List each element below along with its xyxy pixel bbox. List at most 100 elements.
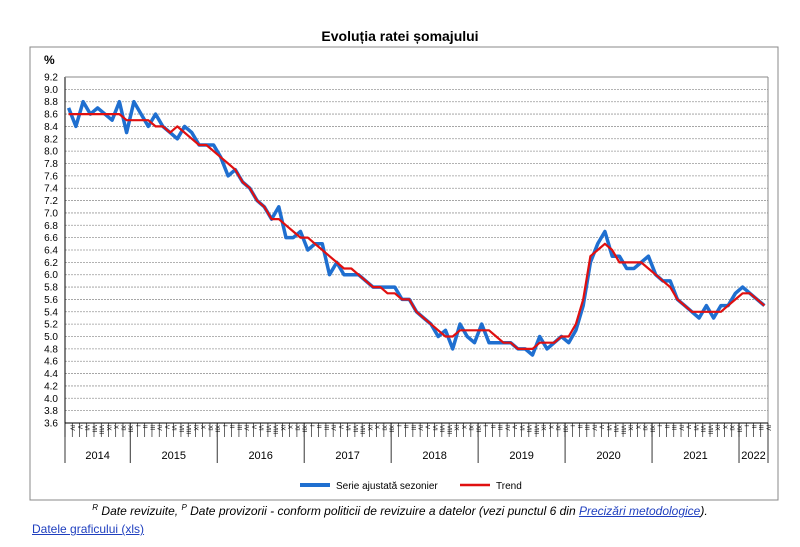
month-label: IX xyxy=(105,425,111,431)
month-label: VIII xyxy=(98,425,104,434)
methodology-link[interactable]: Precizări metodologice xyxy=(578,504,701,518)
month-label: IV xyxy=(764,425,770,431)
year-label: 2021 xyxy=(683,450,707,462)
revised-text: Date revizuite, xyxy=(98,504,182,518)
month-label: X xyxy=(199,425,205,429)
month-label: I xyxy=(308,425,314,427)
month-label: VIII xyxy=(185,425,191,434)
y-tick-label: 6.0 xyxy=(44,270,58,281)
month-label: VIII xyxy=(445,425,451,434)
y-tick-label: 4.8 xyxy=(44,344,58,355)
month-label: VI xyxy=(431,425,437,431)
month-label: II xyxy=(228,425,234,429)
month-label: XII xyxy=(735,425,741,433)
y-tick-label: 7.4 xyxy=(44,184,58,195)
month-label: II xyxy=(489,425,495,429)
legend-label: Serie ajustată sezonier xyxy=(336,481,438,492)
month-label: VI xyxy=(344,425,350,431)
seasonally-adjusted-line xyxy=(66,99,766,357)
provisional-marker: P xyxy=(181,503,187,512)
y-tick-label: 4.0 xyxy=(44,394,58,405)
month-label: I xyxy=(395,425,401,427)
y-tick-label: 4.6 xyxy=(44,357,58,368)
month-label: IV xyxy=(330,425,336,431)
month-label: II xyxy=(576,425,582,429)
month-label: VII xyxy=(612,425,618,433)
month-label: XII xyxy=(648,425,654,433)
month-label: III xyxy=(322,425,328,430)
month-label: XII xyxy=(214,425,220,433)
month-label: VIII xyxy=(359,425,365,434)
month-label: X xyxy=(547,425,553,429)
month-label: IX xyxy=(366,425,372,431)
month-label: V xyxy=(685,425,691,429)
y-tick-label: 3.6 xyxy=(44,419,58,430)
month-label: III xyxy=(757,425,763,430)
month-label: VIII xyxy=(532,425,538,434)
month-label: VIII xyxy=(706,425,712,434)
month-label: VI xyxy=(170,425,176,431)
month-label: VII xyxy=(699,425,705,433)
month-label: XII xyxy=(388,425,394,433)
month-label: XII xyxy=(127,425,133,433)
y-tick-label: 5.2 xyxy=(44,320,58,331)
y-tick-label: 8.2 xyxy=(44,134,58,145)
month-label: XI xyxy=(293,425,299,431)
year-label: 2018 xyxy=(422,450,446,462)
month-label: IX xyxy=(192,425,198,431)
month-label: III xyxy=(235,425,241,430)
month-label: X xyxy=(460,425,466,429)
y-tick-label: 5.4 xyxy=(44,307,58,318)
month-label: I xyxy=(134,425,140,427)
month-label: II xyxy=(750,425,756,429)
month-label: X xyxy=(373,425,379,429)
footnote: R Date revizuite, P Date provizorii - co… xyxy=(0,503,800,518)
y-tick-label: 7.2 xyxy=(44,196,58,207)
month-label: V xyxy=(511,425,517,429)
month-label: VII xyxy=(525,425,531,433)
year-label: 2019 xyxy=(509,450,533,462)
y-axis-label: % xyxy=(44,53,55,67)
y-tick-label: 5.6 xyxy=(44,295,58,306)
month-label: XI xyxy=(119,425,125,431)
month-label: X xyxy=(721,425,727,429)
month-label: IV xyxy=(156,425,162,431)
year-label: 2015 xyxy=(161,450,185,462)
chart-frame xyxy=(29,46,779,501)
trend-line xyxy=(68,112,766,350)
month-label: V xyxy=(163,425,169,429)
y-tick-label: 8.6 xyxy=(44,110,58,121)
month-label: XII xyxy=(561,425,567,433)
month-label: III xyxy=(409,425,415,430)
legend-label: Trend xyxy=(496,481,522,492)
y-tick-label: 9.0 xyxy=(44,85,58,96)
year-label: 2020 xyxy=(596,450,620,462)
month-label: I xyxy=(743,425,749,427)
month-label: XI xyxy=(641,425,647,431)
chart-data-link[interactable]: Datele graficului (xls) xyxy=(32,522,145,536)
month-label: X xyxy=(112,425,118,429)
month-label: VI xyxy=(518,425,524,431)
month-label: VI xyxy=(83,425,89,431)
month-label: VII xyxy=(351,425,357,433)
month-label: IV xyxy=(69,425,75,431)
month-label: III xyxy=(496,425,502,430)
footnote-end: ). xyxy=(700,504,708,518)
month-label: VI xyxy=(257,425,263,431)
month-label: XI xyxy=(554,425,560,431)
y-tick-label: 4.2 xyxy=(44,381,58,392)
y-tick-label: 7.8 xyxy=(44,159,58,170)
month-label: I xyxy=(482,425,488,427)
month-label: VII xyxy=(438,425,444,433)
month-label: X xyxy=(634,425,640,429)
month-label: IV xyxy=(677,425,683,431)
month-label: IX xyxy=(540,425,546,431)
month-label: III xyxy=(583,425,589,430)
provisional-text: Date provizorii - conform politicii de r… xyxy=(186,504,579,518)
month-label: IX xyxy=(627,425,633,431)
y-tick-label: 6.2 xyxy=(44,258,58,269)
y-tick-label: 8.4 xyxy=(44,122,58,133)
month-label: III xyxy=(670,425,676,430)
